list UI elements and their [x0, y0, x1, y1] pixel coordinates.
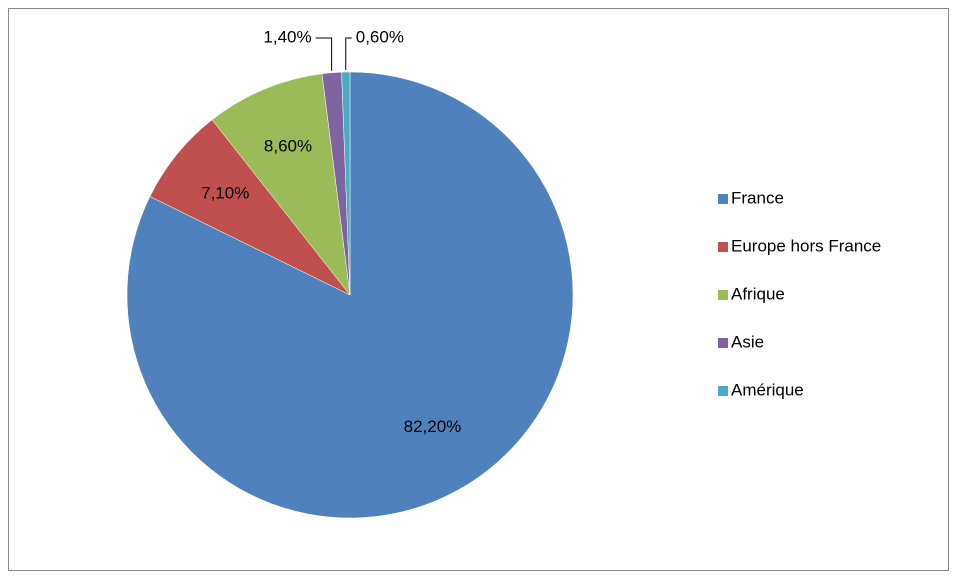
data-label: 8,60%: [264, 136, 312, 155]
pie-slice: [211, 73, 351, 296]
leader-line: [345, 37, 352, 71]
pie-slice: [341, 71, 351, 296]
legend-label: Europe hors France: [731, 236, 881, 255]
leader-line: [315, 37, 333, 71]
data-label: 0,60%: [356, 27, 404, 46]
data-label: 7,10%: [201, 183, 249, 202]
legend-swatch: [718, 290, 728, 300]
pie-slice: [149, 119, 351, 296]
data-label: 82,20%: [404, 417, 462, 436]
legend-label: Afrique: [731, 284, 785, 303]
data-label: 1,40%: [263, 27, 311, 46]
legend-swatch: [718, 194, 728, 204]
pie-slice: [126, 71, 574, 519]
legend-label: Asie: [731, 332, 764, 351]
legend-label: France: [731, 188, 784, 207]
legend-swatch: [718, 242, 728, 252]
legend-swatch: [718, 386, 728, 396]
legend-swatch: [718, 338, 728, 348]
legend-label: Amérique: [731, 380, 804, 399]
